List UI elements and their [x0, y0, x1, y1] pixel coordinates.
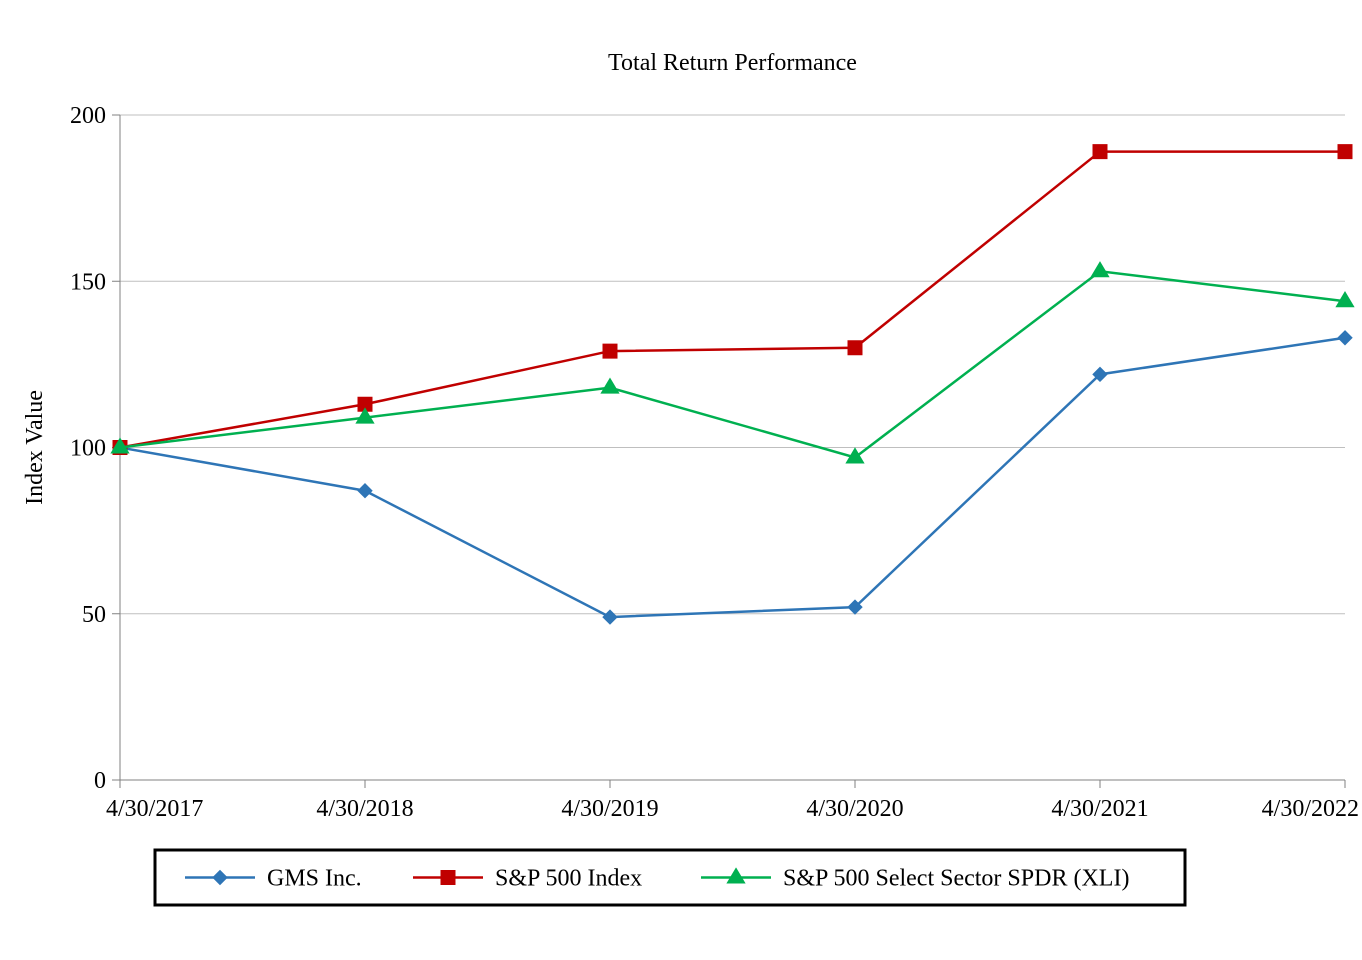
svg-text:4/30/2020: 4/30/2020: [806, 796, 903, 822]
svg-text:4/30/2017: 4/30/2017: [106, 796, 203, 822]
chart-legend: GMS Inc. S&P 500 Index S&P 500 Select Sect…: [155, 850, 1185, 905]
svg-text:GMS Inc.: GMS Inc.: [267, 866, 362, 892]
svg-text:200: 200: [70, 103, 106, 129]
svg-text:S&P 500 Select Sector SPDR (XL: S&P 500 Select Sector SPDR (XLI): [783, 866, 1129, 892]
svg-text:Index Value: Index Value: [22, 390, 48, 505]
svg-text:4/30/2018: 4/30/2018: [316, 796, 413, 822]
total-return-performance-chart: Total Return Performance 0 50 100 150 200 4/30…: [0, 0, 1362, 960]
svg-text:S&P 500 Index: S&P 500 Index: [495, 866, 642, 892]
svg-text:50: 50: [82, 602, 106, 628]
svg-text:4/30/2019: 4/30/2019: [561, 796, 658, 822]
svg-text:Total Return Performance: Total Return Performance: [608, 50, 857, 76]
svg-text:4/30/2021: 4/30/2021: [1051, 796, 1148, 822]
svg-text:0: 0: [94, 768, 106, 794]
svg-text:4/30/2022: 4/30/2022: [1262, 796, 1359, 822]
svg-text:150: 150: [70, 269, 106, 295]
svg-text:100: 100: [70, 436, 106, 462]
